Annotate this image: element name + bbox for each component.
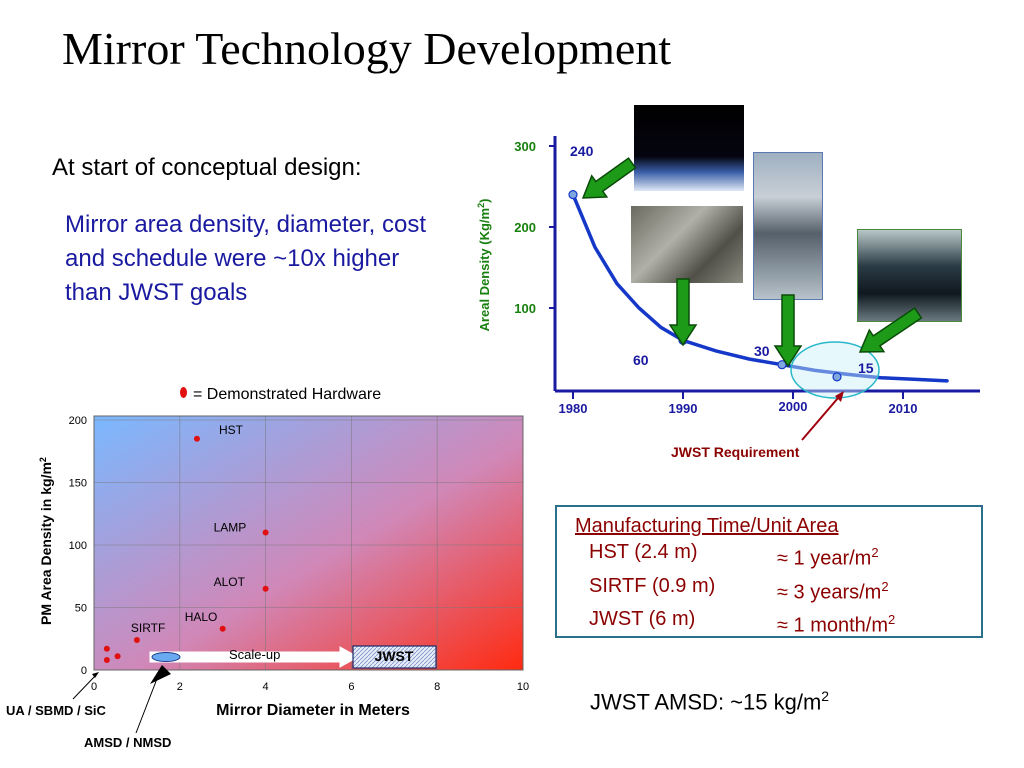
data-label: 240 — [570, 143, 594, 159]
callout-line — [72, 674, 97, 700]
manufacturing-heading: Manufacturing Time/Unit Area — [575, 515, 839, 537]
plot-border — [93, 415, 524, 671]
y-tick-label: 200 — [514, 220, 536, 235]
manufacturing-row: HST (2.4 m) ≈ 1 year/m2 — [589, 539, 967, 573]
hubble-photo — [634, 105, 744, 191]
highlight-text: Mirror area density, diameter, cost and … — [65, 211, 427, 306]
callout-ua: UA / SBMD / SiC — [6, 703, 107, 718]
x-tick-label: 1990 — [669, 401, 698, 416]
scaleup-arrow — [149, 646, 360, 668]
requirement-arrowhead — [835, 391, 844, 402]
legend-dot-icon — [180, 387, 187, 398]
arrow-shape — [668, 278, 698, 347]
data-point — [262, 585, 269, 592]
x-tick-label: 4 — [263, 681, 269, 693]
requirement-label: JWST Requirement — [671, 444, 800, 460]
row-value: ≈ 1 year/m2 — [777, 545, 879, 570]
legend-label: = Demonstrated Hardware — [193, 386, 382, 403]
arrow-shape — [858, 306, 923, 353]
data-point — [114, 653, 121, 660]
y-axis-label: PM Area Density in kg/m2 — [38, 457, 54, 625]
y-tick-label: 100 — [69, 540, 87, 552]
x-tick-label: 0 — [91, 681, 97, 693]
intro-text: At start of conceptual design: — [52, 154, 362, 181]
y-tick-label: 200 — [69, 415, 87, 427]
data-point — [568, 190, 578, 200]
manufacturing-row: SIRTF (0.9 m) ≈ 3 years/m2 — [589, 573, 967, 607]
amsd-ellipse — [151, 652, 181, 662]
arrow-to-240 — [581, 157, 637, 199]
callout-amsd: AMSD / NMSD — [84, 735, 171, 750]
beryllium-mirror-photo — [857, 229, 962, 322]
row-value: ≈ 3 years/m2 — [777, 578, 889, 604]
manufacturing-box: Manufacturing Time/Unit Area HST (2.4 m)… — [555, 505, 983, 638]
density-curve — [571, 192, 949, 383]
data-label: 15 — [858, 360, 874, 376]
arrow-to-30 — [773, 294, 803, 368]
slide-title: Mirror Technology Development — [62, 23, 672, 74]
y-tick-label: 150 — [69, 478, 87, 490]
data-point — [219, 625, 226, 632]
callout-arrowhead — [150, 665, 171, 684]
arrow-to-60 — [668, 278, 698, 347]
amsd-note: JWST AMSD: ~15 kg/m2 — [590, 688, 830, 715]
data-point — [832, 372, 842, 382]
mirror-test-photo — [753, 152, 823, 300]
jwst-label: JWST — [375, 648, 414, 664]
mirror-frame-photo — [631, 206, 743, 283]
point-label: LAMP — [214, 521, 247, 535]
point-label: HST — [219, 423, 244, 437]
data-label: 30 — [754, 343, 770, 359]
legend: = Demonstrated Hardware — [180, 386, 381, 404]
manufacturing-row: JWST (6 m) ≈ 1 month/m2 — [589, 606, 967, 640]
data-point — [193, 435, 200, 442]
point-label: SIRTF — [131, 621, 165, 635]
callout-arrowhead — [92, 672, 99, 678]
data-point — [777, 360, 787, 370]
row-label: JWST (6 m) — [589, 608, 696, 631]
data-label: 60 — [633, 352, 649, 368]
callout-line — [135, 670, 161, 734]
x-tick-label: 2000 — [779, 399, 808, 414]
requirement-arrow — [801, 397, 839, 441]
x-tick-label: 1980 — [559, 401, 588, 416]
y-tick-label: 300 — [514, 139, 536, 154]
x-tick-label: 6 — [348, 681, 354, 693]
x-axis-label: Mirror Diameter in Meters — [216, 702, 410, 719]
arrow-to-15 — [858, 306, 923, 353]
data-point — [103, 657, 110, 663]
point-label: HALO — [185, 610, 218, 624]
point-label: ALOT — [214, 575, 246, 589]
row-value: ≈ 1 month/m2 — [777, 612, 896, 637]
data-point — [133, 637, 140, 643]
scaleup-label: Scale-up — [229, 647, 280, 662]
y-tick-label: 0 — [81, 665, 87, 677]
x-tick-label: 2 — [177, 681, 183, 693]
jwst-box — [352, 645, 437, 669]
arrow-shape — [581, 157, 637, 199]
y-tick-label: 100 — [514, 301, 536, 316]
row-label: HST (2.4 m) — [589, 541, 698, 563]
plot-background — [94, 416, 523, 670]
x-tick-label: 10 — [517, 681, 529, 693]
data-point — [103, 645, 110, 652]
x-tick-label: 8 — [434, 681, 440, 693]
data-point — [262, 529, 269, 536]
requirement-ellipse — [790, 341, 880, 399]
x-tick-label: 2010 — [889, 401, 918, 416]
y-axis-label: Areal Density (Kg/m2) — [476, 199, 492, 332]
arrow-shape — [773, 294, 803, 368]
y-tick-label: 50 — [75, 603, 87, 615]
row-label: SIRTF (0.9 m) — [589, 574, 716, 597]
